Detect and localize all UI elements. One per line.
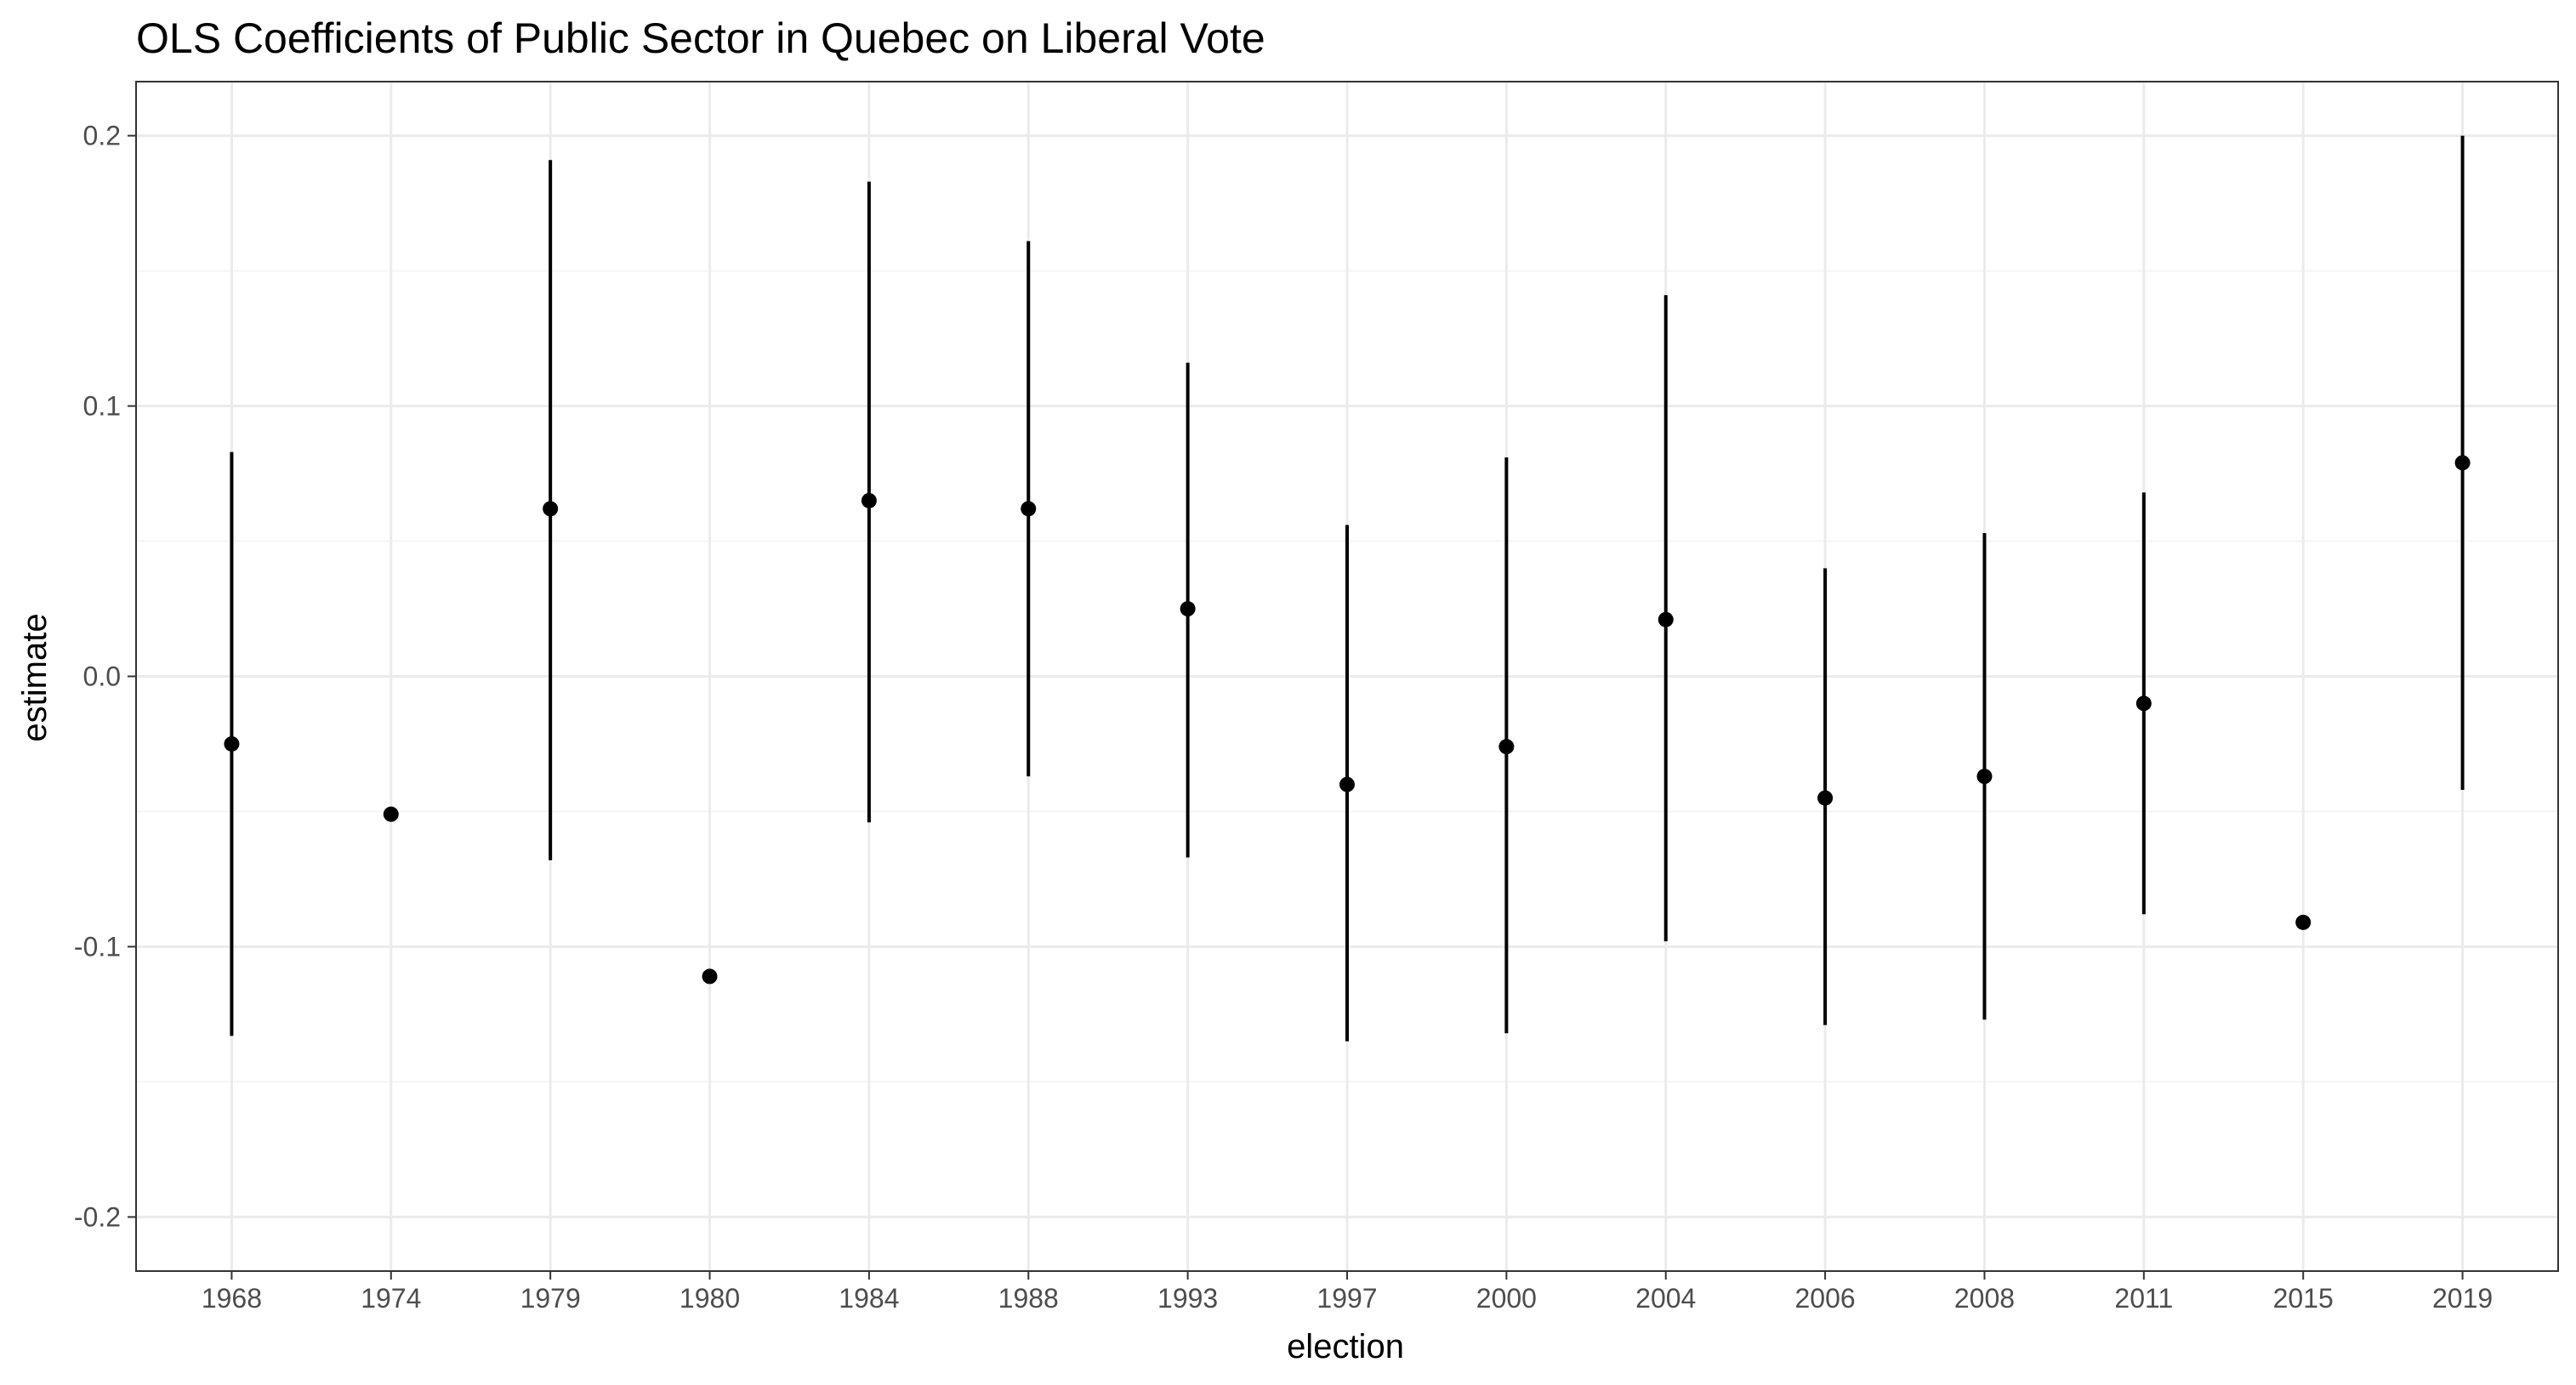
point-1993 [1180,601,1196,617]
x-tick-label-2008: 2008 [1954,1283,2015,1314]
y-tick-label: -0.2 [74,1201,121,1232]
point-2011 [2135,695,2152,712]
point-1968 [224,735,240,752]
x-axis-title: election [1287,1328,1404,1365]
point-2000 [1498,739,1515,755]
x-tick-label-1988: 1988 [998,1283,1059,1314]
x-tick-label-2006: 2006 [1795,1283,1856,1314]
x-tick-label-1984: 1984 [839,1283,899,1314]
point-2019 [2454,455,2471,471]
x-axis: 1968 1974 1979 1980 1984 1988 1993 1997 2000 2004… [202,1271,2493,1314]
y-axis-title: estimate [16,613,54,741]
y-tick-label: 0.1 [83,391,121,422]
x-tick-label-1974: 1974 [361,1283,421,1314]
x-tick-label-1979: 1979 [520,1283,581,1314]
data-marks [224,135,2471,1042]
chart-title: OLS Coefficients of Public Sector in Que… [136,14,1265,62]
y-tick-label: 0.2 [83,121,121,151]
x-tick-label-1968: 1968 [202,1283,262,1314]
x-tick-label-2019: 2019 [2432,1283,2493,1314]
y-axis: -0.2 -0.1 0.0 0.1 0.2 [74,121,136,1232]
point-1988 [1021,501,1037,517]
point-1974 [383,806,399,822]
y-tick-label: -0.1 [74,931,121,962]
point-2008 [1976,769,1993,785]
x-tick-label-2011: 2011 [2114,1283,2173,1314]
x-tick-label-2000: 2000 [1476,1283,1537,1314]
point-2015 [2295,914,2312,930]
y-tick-label: 0.0 [83,661,121,692]
x-tick-label-2004: 2004 [1635,1283,1696,1314]
point-1980 [702,968,718,985]
x-tick-label-1997: 1997 [1316,1283,1377,1314]
point-1997 [1339,776,1355,792]
point-2006 [1817,790,1834,806]
x-tick-label-2015: 2015 [2273,1283,2334,1314]
point-1984 [861,492,877,508]
x-tick-label-1993: 1993 [1157,1283,1218,1314]
point-1979 [543,501,559,517]
x-tick-label-1980: 1980 [680,1283,740,1314]
point-2004 [1658,611,1674,627]
